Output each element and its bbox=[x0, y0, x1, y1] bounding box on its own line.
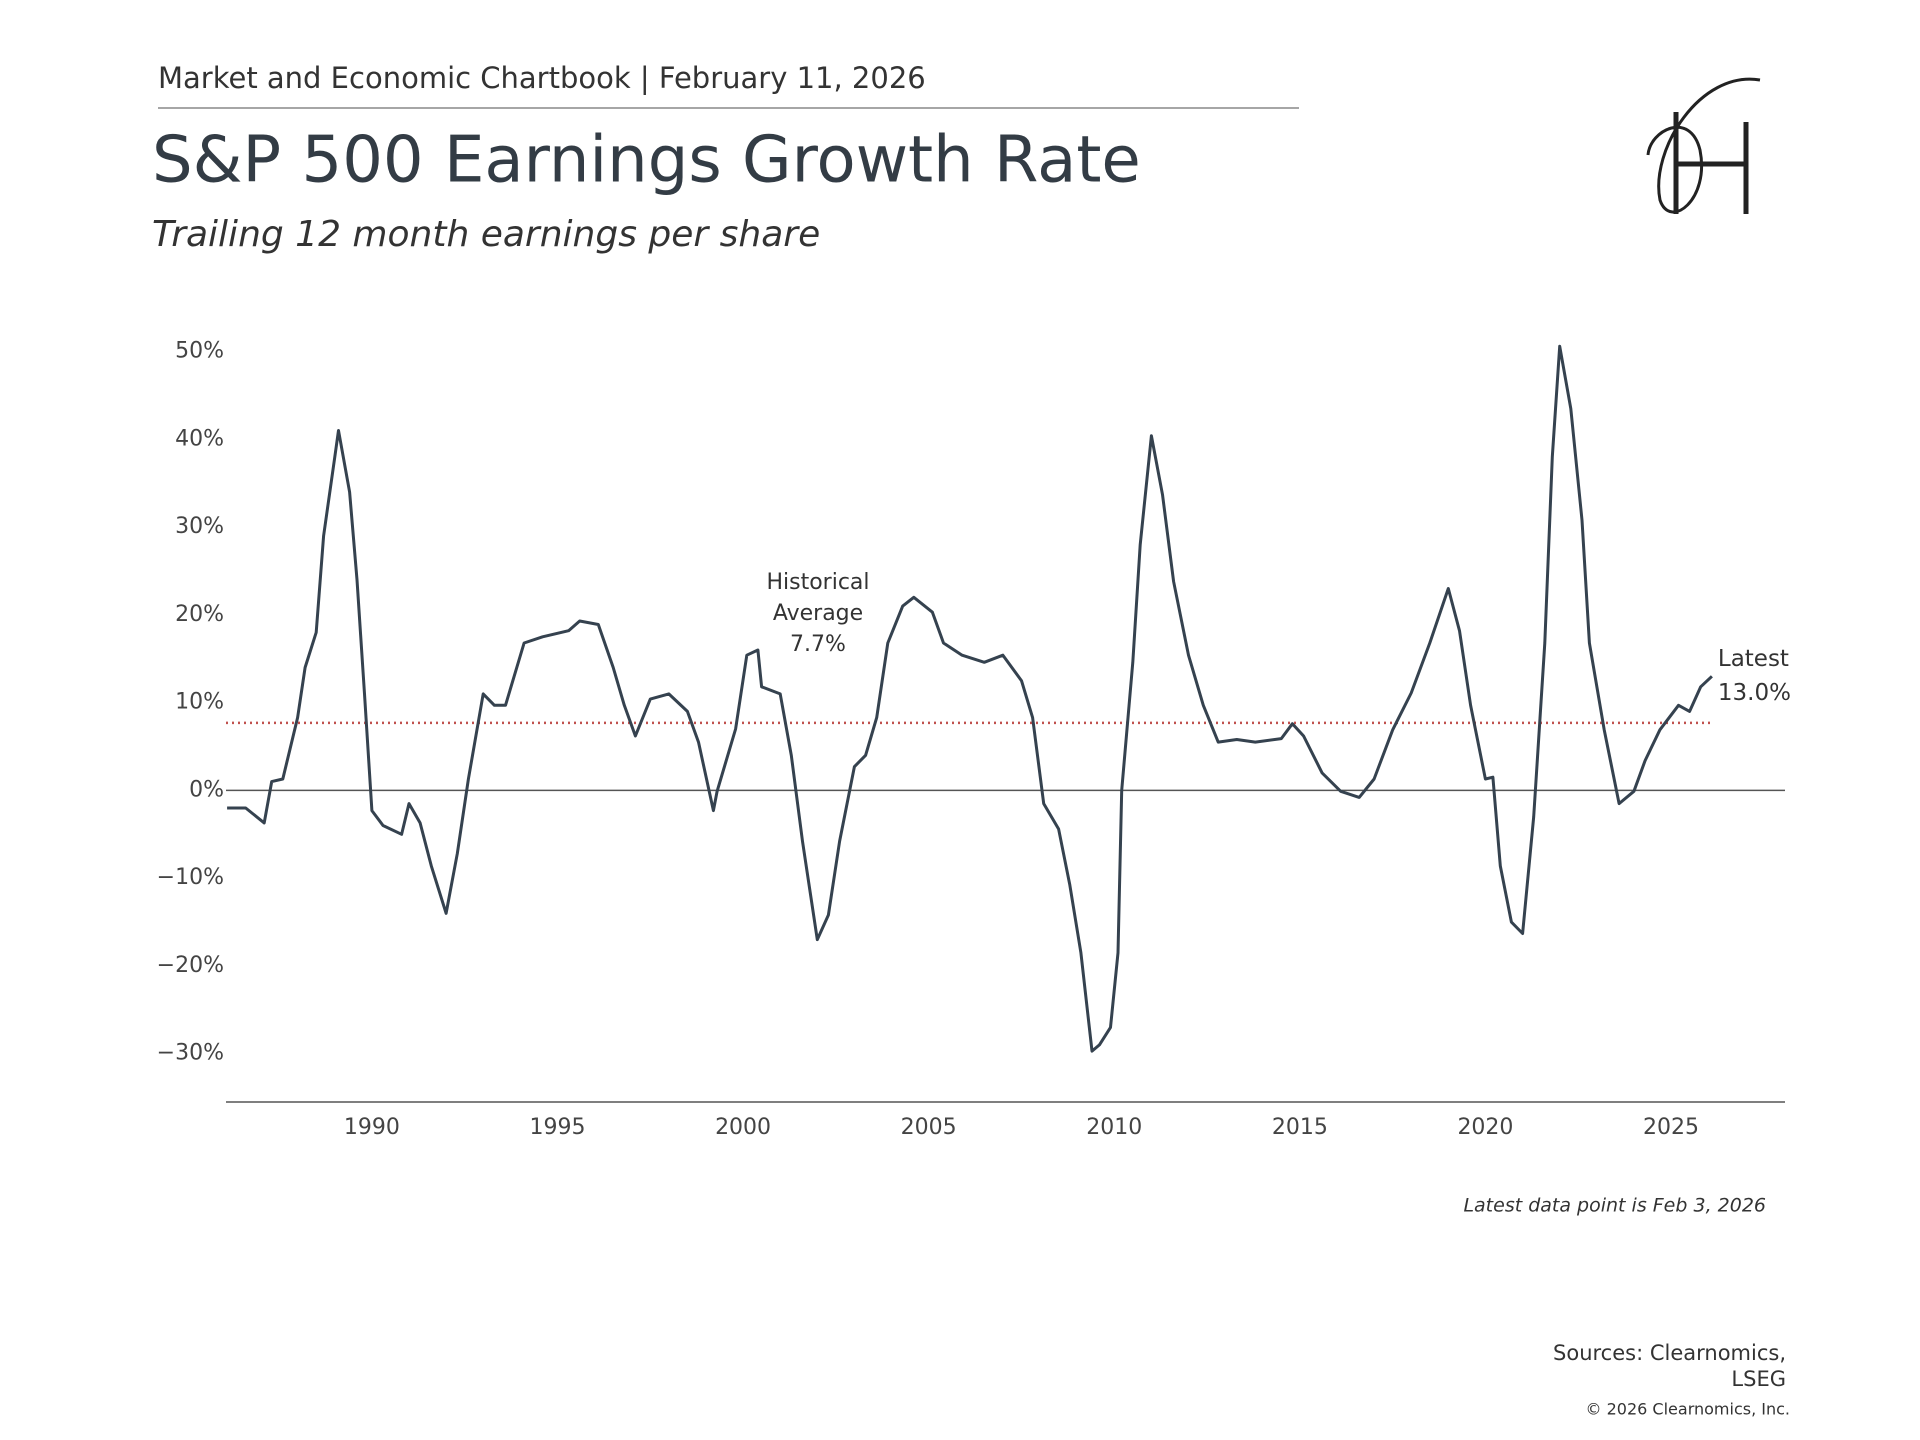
x-tick-label: 2015 bbox=[1272, 1115, 1328, 1140]
header: Market and Economic Chartbook | February… bbox=[158, 61, 926, 95]
y-tick-label: 0% bbox=[189, 777, 224, 802]
x-tick-label: 2005 bbox=[901, 1115, 957, 1140]
average-label: Historical bbox=[766, 570, 869, 595]
x-tick-label: 2000 bbox=[715, 1115, 771, 1140]
chart-title: S&P 500 Earnings Growth Rate bbox=[152, 124, 1141, 198]
y-tick-label: −20% bbox=[157, 953, 224, 978]
x-tick-label: 1995 bbox=[529, 1115, 585, 1140]
x-tick-label: 1990 bbox=[344, 1115, 400, 1140]
copyright: © 2026 Clearnomics, Inc. bbox=[1586, 1400, 1790, 1419]
sources: Sources: Clearnomics, bbox=[1553, 1341, 1786, 1365]
latest-label: Latest bbox=[1718, 646, 1789, 672]
x-tick-label: 2020 bbox=[1457, 1115, 1513, 1140]
y-tick-label: −10% bbox=[157, 865, 224, 890]
series-line bbox=[227, 344, 1713, 1053]
x-tick-label: 2010 bbox=[1086, 1115, 1142, 1140]
y-tick-label: −30% bbox=[157, 1041, 224, 1066]
latest-value-label: 13.0% bbox=[1718, 680, 1791, 706]
logo bbox=[1646, 77, 1761, 214]
average-value-label: 7.7% bbox=[790, 632, 846, 657]
note: Latest data point is Feb 3, 2026 bbox=[1463, 1195, 1766, 1217]
y-tick-label: 40% bbox=[175, 426, 224, 451]
y-tick-label: 30% bbox=[175, 514, 224, 539]
y-tick-label: 50% bbox=[175, 339, 224, 364]
y-tick-label: 10% bbox=[175, 690, 224, 715]
x-tick-label: 2025 bbox=[1643, 1115, 1699, 1140]
y-tick-label: 20% bbox=[175, 602, 224, 627]
logo-swash bbox=[1646, 77, 1761, 214]
average-label: Average bbox=[773, 601, 863, 626]
chart-subtitle: Trailing 12 month earnings per share bbox=[152, 214, 820, 255]
sources: LSEG bbox=[1731, 1367, 1786, 1391]
